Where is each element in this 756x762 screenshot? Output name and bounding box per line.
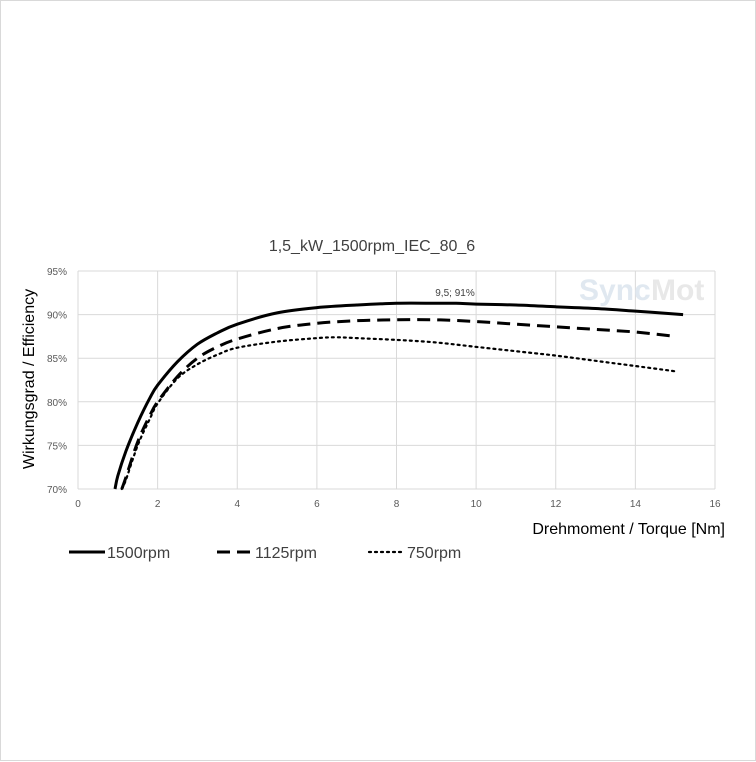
y-axis-title: Wirkungsgrad / Efficiency <box>21 289 38 469</box>
x-tick-label: 4 <box>234 499 240 510</box>
series-line-1500rpm <box>113 301 684 490</box>
x-axis-title: Drehmoment / Torque [Nm] <box>532 521 725 538</box>
axis-ticks: 0 2 4 6 8 10 12 14 16 70% 75% 80% 85% 90% 95% <box>47 267 721 510</box>
y-tick-label: 85% <box>47 354 67 365</box>
watermark-part2: Mot <box>651 274 704 307</box>
y-tick-label: 70% <box>47 485 67 496</box>
x-tick-label: 8 <box>394 499 400 510</box>
series-line-750rpm <box>120 336 677 491</box>
y-tick-label: 90% <box>47 311 67 322</box>
x-tick-label: 16 <box>709 499 721 510</box>
data-label-annotation: 9,5; 91% <box>435 288 475 299</box>
x-tick-label: 10 <box>471 499 483 510</box>
y-tick-label: 80% <box>47 398 67 409</box>
syncmot-watermark: Sync Mot <box>579 274 704 307</box>
series-lines <box>113 301 684 491</box>
legend-label-1125rpm: 1125rpm <box>255 545 317 562</box>
grid <box>77 270 716 490</box>
legend: 1500rpm 1125rpm 750rpm <box>69 545 461 562</box>
legend-label-750rpm: 750rpm <box>407 545 461 562</box>
x-tick-label: 6 <box>314 499 320 510</box>
legend-label-1500rpm: 1500rpm <box>107 545 170 562</box>
series-line-1125rpm <box>120 318 676 490</box>
x-tick-label: 14 <box>630 499 642 510</box>
x-tick-label: 0 <box>75 499 81 510</box>
chart-title: 1,5_kW_1500rpm_IEC_80_6 <box>269 238 475 255</box>
watermark-part1: Sync <box>579 274 651 307</box>
y-tick-label: 75% <box>47 441 67 452</box>
x-tick-label: 2 <box>155 499 161 510</box>
x-tick-label: 12 <box>550 499 562 510</box>
y-tick-label: 95% <box>47 267 67 278</box>
